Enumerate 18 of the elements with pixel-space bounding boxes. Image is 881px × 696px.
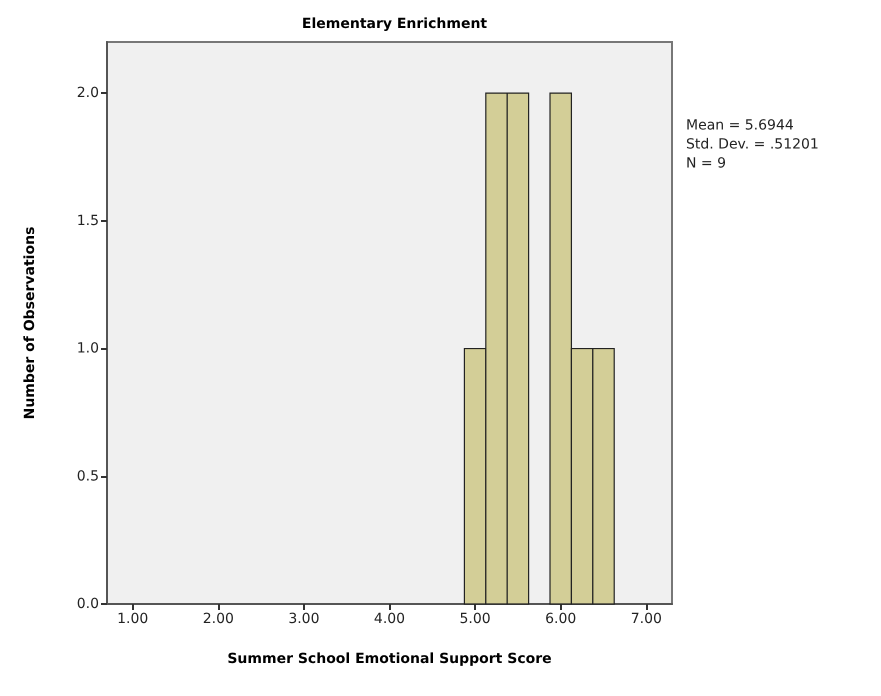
x-tick-label: 5.00 [460,611,491,627]
x-tick-label: 7.00 [630,611,662,627]
x-tick-label: 6.00 [545,611,576,627]
x-tick-label: 4.00 [374,611,406,627]
y-tick-label: 0.5 [76,468,99,484]
text: Std. Dev. = .51201 [686,136,819,152]
x-tick-label: 3.00 [288,611,320,627]
y-axis-title: Number of Observations [22,226,38,420]
x-tick-label: 2.00 [202,611,234,627]
x-axis-title: Summer School Emotional Support Score [227,651,552,667]
y-tick-label: 0.0 [76,596,99,612]
x-tick-label: 1.00 [117,611,148,627]
chart-title: Elementary Enrichment [302,16,488,32]
y-tick-label: 1.0 [76,340,99,357]
text: N = 9 [686,156,726,172]
y-tick-label: 1.5 [76,212,99,229]
text: Mean = 5.6944 [686,118,794,134]
y-tick-label: 2.0 [76,85,99,102]
